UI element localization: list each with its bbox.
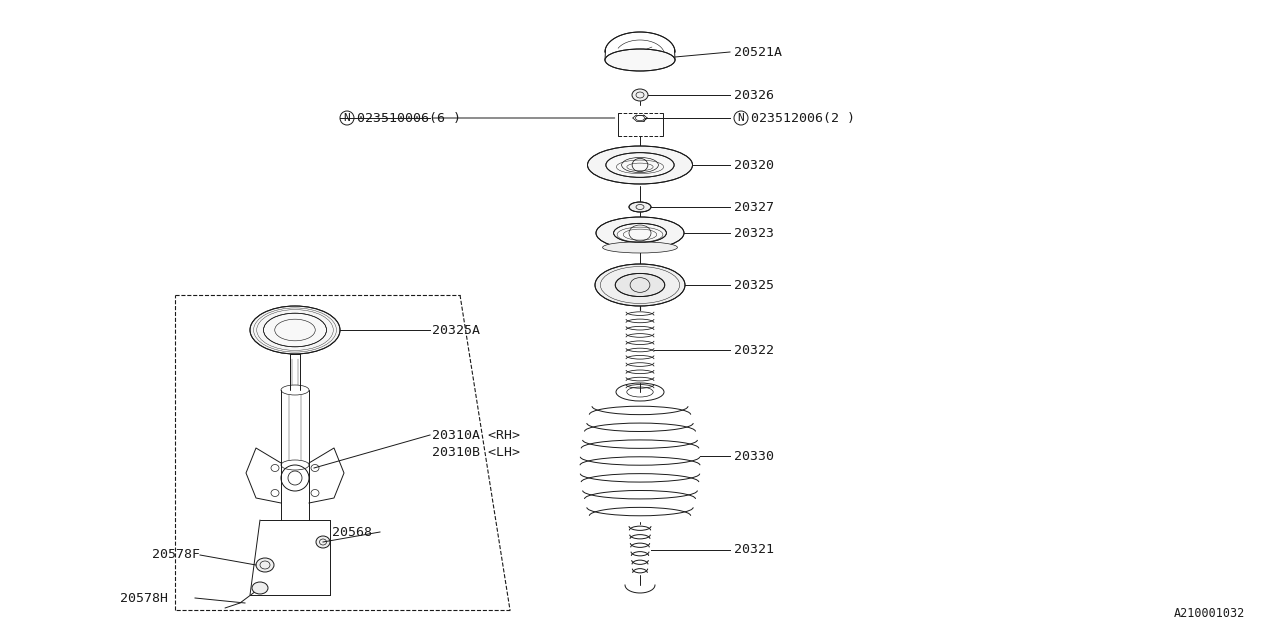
Ellipse shape bbox=[632, 89, 648, 101]
Text: 20322: 20322 bbox=[733, 344, 774, 356]
Text: 20578F: 20578F bbox=[152, 548, 200, 561]
Ellipse shape bbox=[628, 202, 652, 212]
Text: 20521A: 20521A bbox=[733, 45, 782, 58]
Ellipse shape bbox=[588, 146, 692, 184]
Text: 20310A <RH>: 20310A <RH> bbox=[433, 429, 520, 442]
Text: 20325: 20325 bbox=[733, 278, 774, 291]
Text: 20326: 20326 bbox=[733, 88, 774, 102]
Text: 20568: 20568 bbox=[332, 525, 372, 538]
Text: A210001032: A210001032 bbox=[1174, 607, 1245, 620]
Text: 20330: 20330 bbox=[733, 449, 774, 463]
Ellipse shape bbox=[264, 313, 326, 347]
Text: 20327: 20327 bbox=[733, 200, 774, 214]
Text: 023512006(2 ): 023512006(2 ) bbox=[751, 111, 855, 125]
Text: 20321: 20321 bbox=[733, 543, 774, 556]
Text: 20320: 20320 bbox=[733, 159, 774, 172]
Ellipse shape bbox=[256, 558, 274, 572]
Ellipse shape bbox=[613, 223, 667, 243]
Ellipse shape bbox=[316, 536, 330, 548]
Text: N: N bbox=[343, 113, 351, 123]
Text: 20325A: 20325A bbox=[433, 323, 480, 337]
Ellipse shape bbox=[616, 273, 664, 296]
Text: 20578H: 20578H bbox=[120, 591, 168, 605]
Ellipse shape bbox=[605, 153, 675, 177]
Text: 023510006(6 ): 023510006(6 ) bbox=[357, 111, 461, 125]
Ellipse shape bbox=[595, 264, 685, 306]
Ellipse shape bbox=[605, 49, 675, 71]
Ellipse shape bbox=[252, 582, 268, 594]
Ellipse shape bbox=[250, 306, 340, 354]
Text: 20310B <LH>: 20310B <LH> bbox=[433, 445, 520, 458]
Ellipse shape bbox=[596, 217, 684, 249]
Text: 20323: 20323 bbox=[733, 227, 774, 239]
Text: N: N bbox=[737, 113, 745, 123]
Ellipse shape bbox=[603, 242, 677, 253]
